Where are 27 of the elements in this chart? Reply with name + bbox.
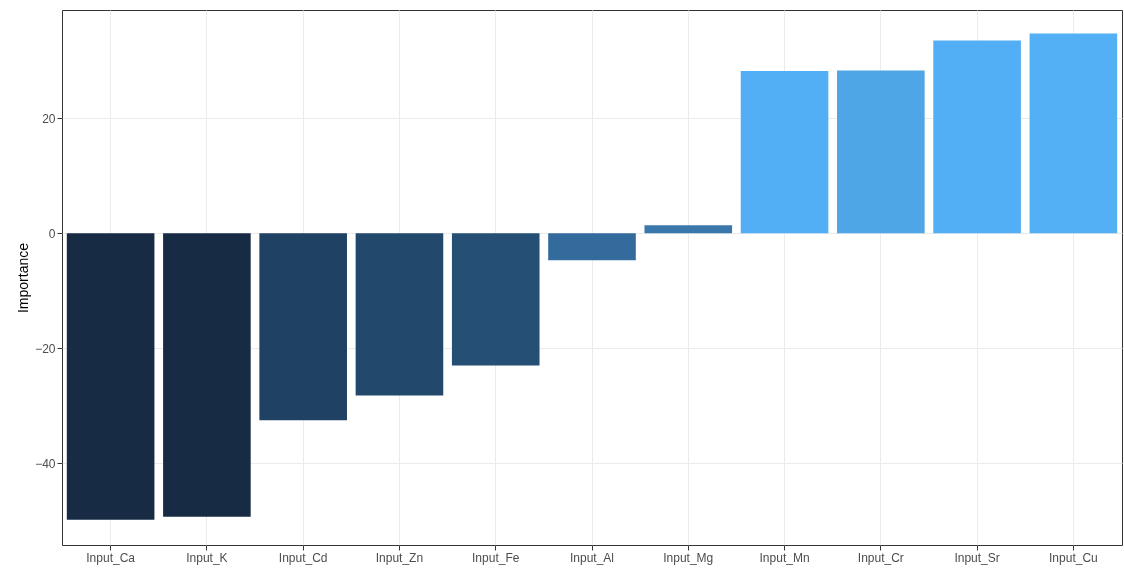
y-tick-label: −20 xyxy=(35,341,56,356)
x-tick-label: Input_Fe xyxy=(472,550,520,565)
y-tick-label: −40 xyxy=(35,456,56,471)
bar xyxy=(259,233,347,421)
y-tick-label: 20 xyxy=(42,111,56,126)
bar xyxy=(740,70,829,234)
x-tick-label: Input_Cu xyxy=(1049,550,1098,565)
x-tick-label: Input_Zn xyxy=(375,550,424,565)
x-tick-label: Input_Cd xyxy=(278,550,328,565)
bar xyxy=(355,233,444,396)
x-tick-label: Input_Cr xyxy=(857,550,904,565)
bar xyxy=(548,233,636,261)
bar xyxy=(66,233,155,520)
bar xyxy=(1029,33,1118,234)
bar xyxy=(163,233,251,517)
y-tick-label: 0 xyxy=(48,226,56,241)
x-tick-label: Input_Mg xyxy=(663,550,714,565)
x-tick-label: Input_Ca xyxy=(86,550,136,565)
y-axis-title: Importance xyxy=(15,242,32,314)
x-tick-label: Input_Al xyxy=(569,550,615,565)
bar xyxy=(837,70,925,234)
x-tick-label: Input_K xyxy=(186,550,228,565)
bar xyxy=(644,225,733,234)
x-tick-label: Input_Sr xyxy=(954,550,1000,565)
bar xyxy=(933,40,1021,234)
bar xyxy=(451,233,540,366)
x-tick-label: Input_Mn xyxy=(759,550,810,565)
